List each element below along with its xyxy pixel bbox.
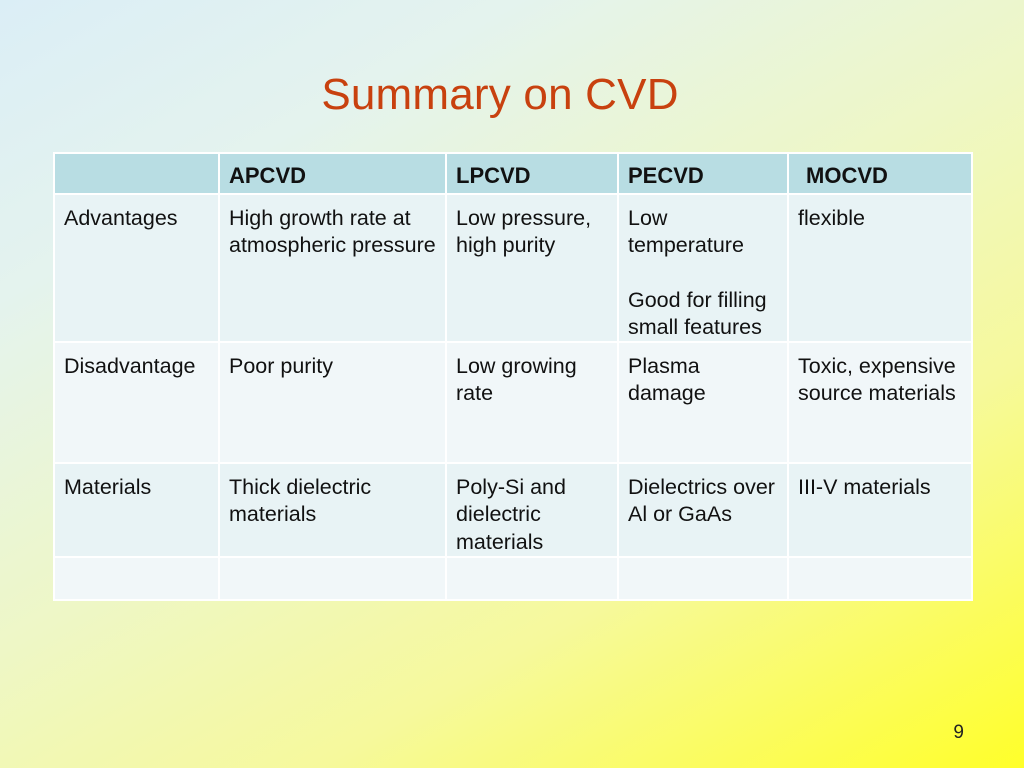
header-empty-cell [53,152,220,195]
cvd-summary-table: APCVD LPCVD PECVD MOCVD Advantages High … [53,152,973,602]
row-label-materials: Materials [53,462,220,559]
cell-disadvantage-lpcvd: Low growing rate [445,341,619,465]
slide-title: Summary on CVD [321,70,679,119]
empty-cell [445,556,619,602]
empty-cell [218,556,447,602]
cell-materials-mocvd: III-V materials [787,462,973,559]
cell-advantages-apcvd: High growth rate at atmospheric pressure [218,192,447,344]
header-apcvd: APCVD [218,152,447,195]
table-row-materials: Materials Thick dielectric materials Pol… [53,462,973,559]
page-number: 9 [953,722,964,743]
table-row-disadvantage: Disadvantage Poor purity Low growing rat… [53,341,973,465]
empty-cell [617,556,789,602]
table-header-row: APCVD LPCVD PECVD MOCVD [53,152,973,195]
cell-materials-lpcvd: Poly-Si and dielectric materials [445,462,619,559]
cell-advantages-pecvd-line2: Good for filling small features [628,287,767,339]
header-pecvd: PECVD [617,152,789,195]
header-lpcvd: LPCVD [445,152,619,195]
empty-cell [787,556,973,602]
cell-advantages-lpcvd-line1: Low pressure, [456,206,592,230]
cell-advantages-lpcvd: Low pressure, high purity [445,192,619,344]
cell-advantages-mocvd: flexible [787,192,973,344]
cell-disadvantage-apcvd: Poor purity [218,341,447,465]
cell-materials-apcvd: Thick dielectric materials [218,462,447,559]
table-row-advantages: Advantages High growth rate at atmospher… [53,192,973,344]
table-row-empty [53,556,973,602]
row-label-advantages: Advantages [53,192,220,344]
cell-advantages-pecvd-line1: Low temperature [628,206,744,258]
header-mocvd: MOCVD [787,152,973,195]
cell-disadvantage-mocvd: Toxic, expensive source materials [787,341,973,465]
cell-advantages-lpcvd-line2: high purity [456,233,556,258]
empty-cell [53,556,220,602]
cell-materials-pecvd: Dielectrics over Al or GaAs [617,462,789,559]
cell-disadvantage-pecvd: Plasma damage [617,341,789,465]
row-label-disadvantage: Disadvantage [53,341,220,465]
cell-advantages-pecvd: Low temperature Good for filling small f… [617,192,789,344]
